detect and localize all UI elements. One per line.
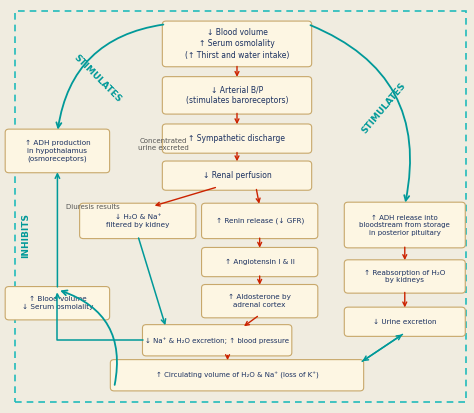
Text: ↓ Na⁺ & H₂O excretion; ↑ blood pressure: ↓ Na⁺ & H₂O excretion; ↑ blood pressure xyxy=(145,337,289,344)
Text: ↓ H₂O & Na⁺
filtered by kidney: ↓ H₂O & Na⁺ filtered by kidney xyxy=(106,214,169,228)
FancyBboxPatch shape xyxy=(110,360,364,391)
Text: ↑ Circulating volume of H₂O & Na⁺ (loss of K⁺): ↑ Circulating volume of H₂O & Na⁺ (loss … xyxy=(155,372,319,379)
Text: Concentrated
urine excreted: Concentrated urine excreted xyxy=(138,138,189,151)
Text: STIMULATES: STIMULATES xyxy=(360,81,407,135)
Text: ↑ Aldosterone by
adrenal cortex: ↑ Aldosterone by adrenal cortex xyxy=(228,294,291,308)
FancyBboxPatch shape xyxy=(201,285,318,318)
FancyBboxPatch shape xyxy=(162,161,312,190)
Text: ↑ Angiotensin I & II: ↑ Angiotensin I & II xyxy=(225,259,295,265)
Text: ↑ Blood volume
↓ Serum osmolality: ↑ Blood volume ↓ Serum osmolality xyxy=(22,297,93,310)
Text: Diuresis results: Diuresis results xyxy=(66,204,120,209)
Text: STIMULATES: STIMULATES xyxy=(72,53,123,104)
FancyBboxPatch shape xyxy=(5,129,109,173)
FancyBboxPatch shape xyxy=(344,307,465,336)
Text: ↑ ADH release into
bloodstream from storage
in posterior pituitary: ↑ ADH release into bloodstream from stor… xyxy=(359,214,450,235)
Text: ↑ Reabsorption of H₂O
by kidneys: ↑ Reabsorption of H₂O by kidneys xyxy=(364,270,446,283)
FancyBboxPatch shape xyxy=(5,287,109,320)
Text: ↑ Sympathetic discharge: ↑ Sympathetic discharge xyxy=(189,134,285,143)
Text: ↓ Arterial B/P
(stimulates baroreceptors): ↓ Arterial B/P (stimulates baroreceptors… xyxy=(186,85,288,105)
FancyBboxPatch shape xyxy=(201,203,318,239)
Text: ↓ Blood volume
↑ Serum osmolality
(↑ Thirst and water intake): ↓ Blood volume ↑ Serum osmolality (↑ Thi… xyxy=(185,28,289,59)
Text: ↑ Renin release (↓ GFR): ↑ Renin release (↓ GFR) xyxy=(216,218,304,224)
FancyBboxPatch shape xyxy=(143,325,292,356)
FancyBboxPatch shape xyxy=(80,203,196,239)
Text: ↓ Renal perfusion: ↓ Renal perfusion xyxy=(202,171,272,180)
FancyBboxPatch shape xyxy=(344,260,465,293)
Text: ↑ ADH production
in hypothalamus
(osmoreceptors): ↑ ADH production in hypothalamus (osmore… xyxy=(25,140,90,162)
FancyBboxPatch shape xyxy=(162,77,312,114)
FancyBboxPatch shape xyxy=(344,202,465,248)
Text: INHIBITS: INHIBITS xyxy=(21,213,30,258)
FancyBboxPatch shape xyxy=(201,247,318,277)
Text: ↓ Urine excretion: ↓ Urine excretion xyxy=(373,319,437,325)
FancyBboxPatch shape xyxy=(162,124,312,153)
FancyBboxPatch shape xyxy=(162,21,312,67)
